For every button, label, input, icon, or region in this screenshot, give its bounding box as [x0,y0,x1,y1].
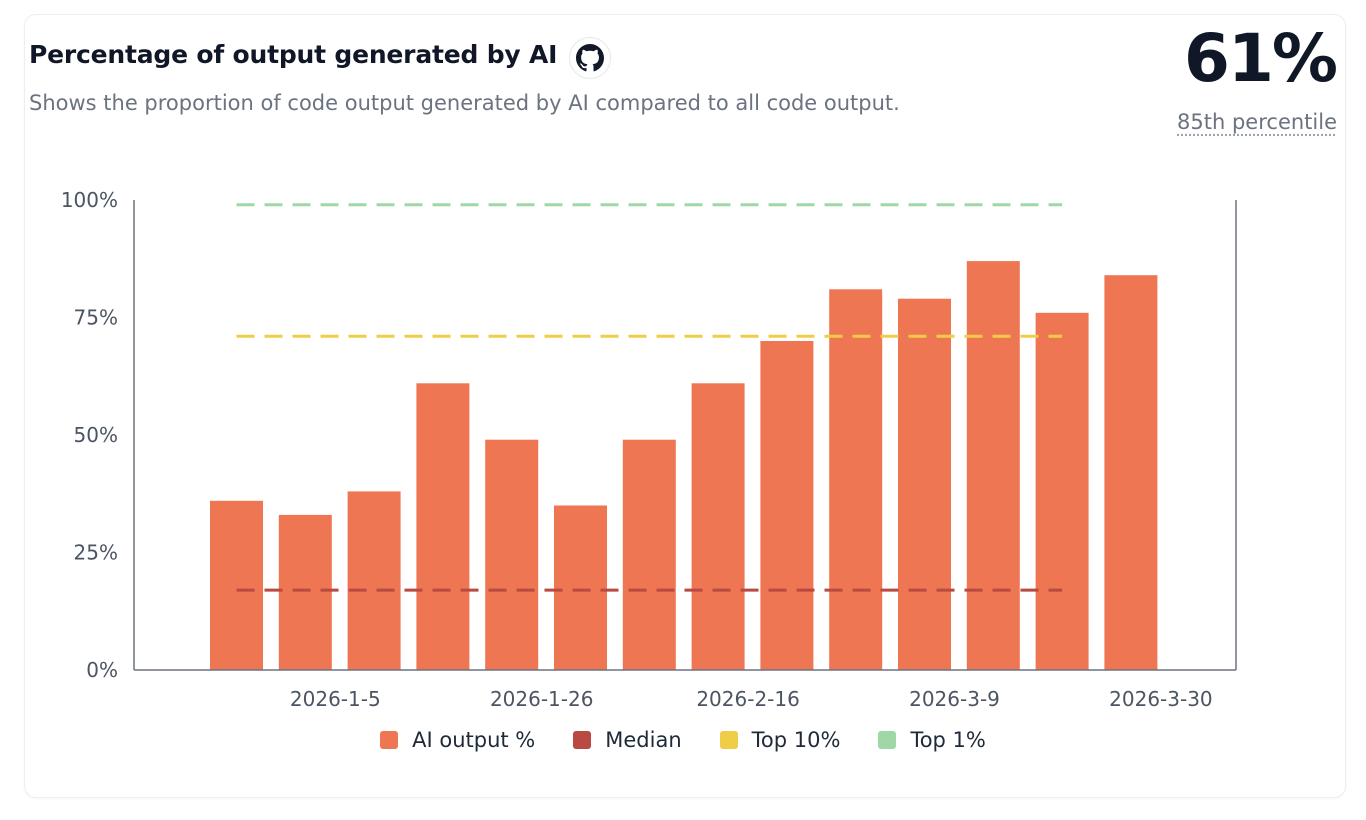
bar-2026-2-9 [622,439,676,670]
legend-item-median[interactable]: Median [573,728,682,752]
summary-value: 61% [1184,20,1338,97]
chart-legend: AI output % Median Top 10% Top 1% [0,728,1366,752]
bar-2026-1-12 [347,491,401,670]
bar-2026-3-30 [1104,275,1158,670]
legend-item-ai-output[interactable]: AI output % [380,728,535,752]
chart-title: Percentage of output generated by AI [29,40,558,69]
github-button[interactable] [569,37,611,79]
y-tick-label: 100% [61,188,118,212]
x-tick-label: 2026-3-30 [1109,687,1213,711]
legend-swatch [380,731,399,749]
percentile-link[interactable]: 85th percentile [1177,110,1337,134]
legend-label: AI output % [412,728,536,752]
legend-swatch [719,731,738,749]
x-tick-label: 2026-1-26 [490,687,594,711]
legend-label: Top 10% [751,728,841,752]
legend-item-top-1[interactable]: Top 1% [878,728,986,752]
y-tick-label: 25% [74,541,118,565]
bar-2026-3-2 [829,289,883,670]
y-tick-label: 75% [74,306,118,330]
x-tick-label: 2026-2-16 [696,687,800,711]
bar-2026-3-9 [898,298,951,670]
bar-2026-1-26 [485,439,539,670]
legend-item-top-10[interactable]: Top 10% [719,728,841,752]
bar-2026-2-23 [760,341,814,670]
x-tick-label: 2026-3-9 [909,687,1000,711]
bar-chart: 0% 25% 50% 75% 100% 2026-1-5 2026-1-26 2026-2-… [61,188,1237,711]
bar-2026-1-19 [416,383,470,670]
x-tick-label: 2026-1-5 [290,687,381,711]
legend-swatch [878,731,897,749]
bar-2026-3-23 [1035,312,1089,670]
legend-swatch [573,731,592,749]
bar-2026-1-5 [278,514,332,670]
bar-2026-2-2 [554,505,607,670]
legend-label: Top 1% [910,728,986,752]
y-tick-label: 0% [86,658,118,682]
github-icon [576,44,604,72]
chart-subtitle: Shows the proportion of code output gene… [29,91,900,115]
y-tick-label: 50% [74,423,118,447]
bar-2026-3-16 [966,261,1020,670]
bar-2026-2-16 [691,383,745,670]
legend-label: Median [605,728,682,752]
bar-2025-12-29 [210,500,263,670]
